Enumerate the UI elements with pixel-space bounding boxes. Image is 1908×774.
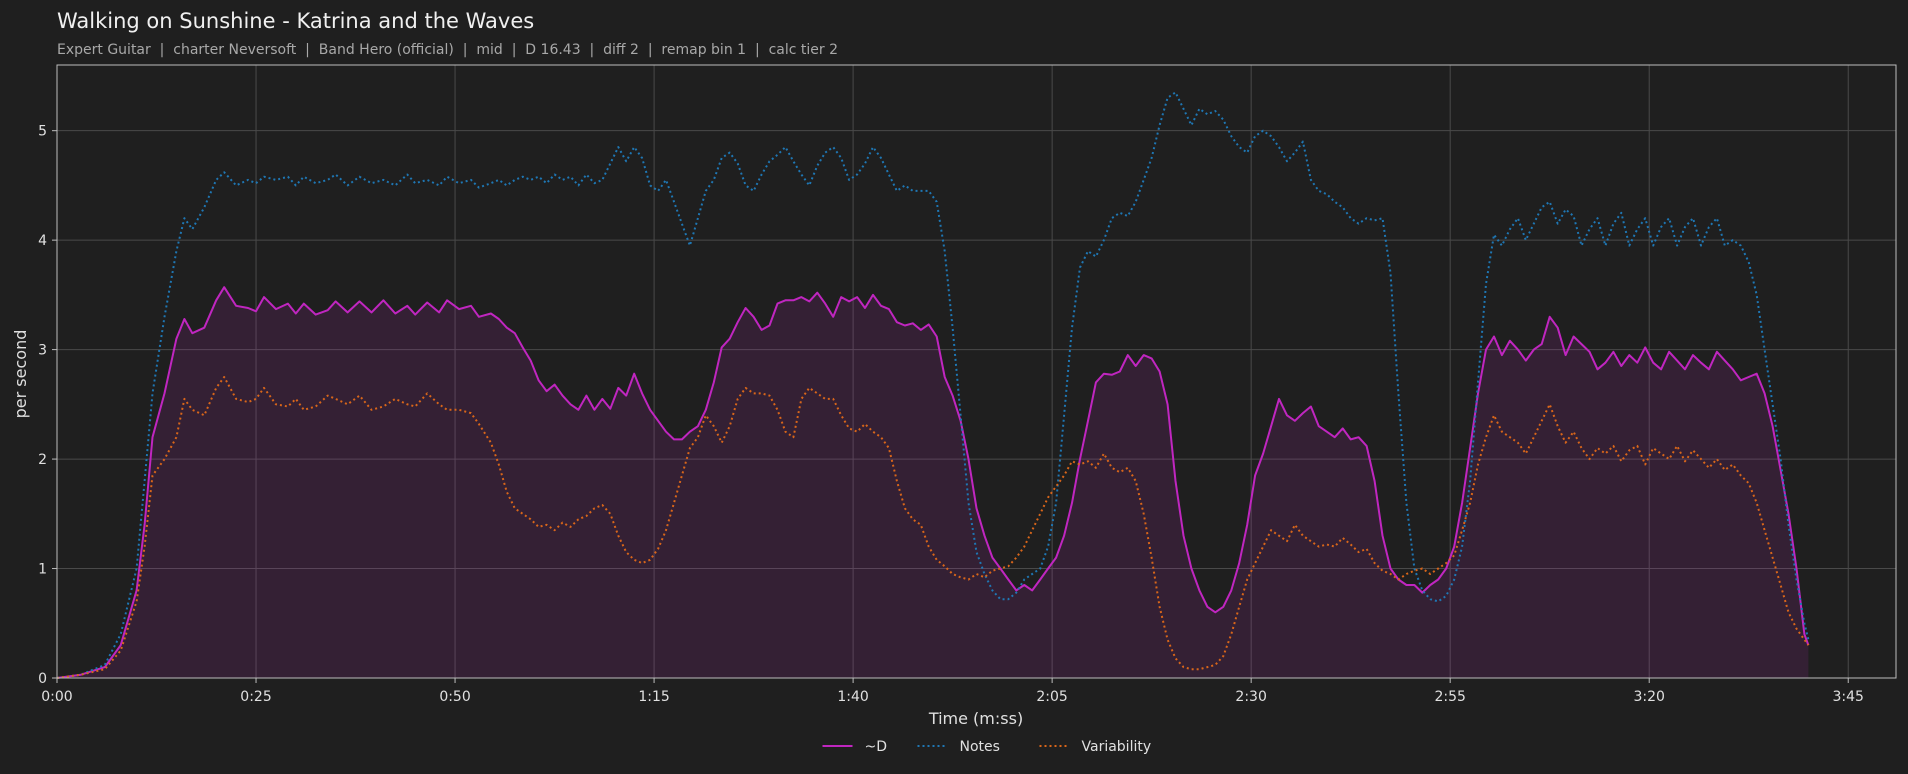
x-tick-label: 0:00: [41, 689, 72, 705]
y-tick-label: 5: [38, 124, 47, 140]
y-axis-ticks: 0 1 2 3 4 5: [38, 124, 57, 687]
y-tick-label: 4: [38, 233, 47, 249]
legend-item-variability: Variability: [1039, 739, 1152, 755]
legend-item-d: ~D: [822, 739, 888, 755]
series-line-layer: [56, 91, 1810, 679]
legend: ~D Notes Variability: [822, 739, 1152, 755]
legend-label: ~D: [865, 739, 888, 755]
x-tick-label: 0:50: [439, 689, 470, 705]
legend-label: Notes: [960, 739, 1000, 755]
legend-label: Variability: [1082, 739, 1152, 755]
x-tick-label: 1:40: [837, 689, 868, 705]
x-axis-ticks: 0:00 0:25 0:50 1:15 1:40 2:05 2:30 2:55 3:20 3:45: [41, 678, 1864, 705]
x-tick-label: 2:30: [1235, 689, 1266, 705]
y-tick-label: 2: [38, 452, 47, 468]
x-tick-label: 2:55: [1434, 689, 1465, 705]
x-tick-label: 0:25: [240, 689, 271, 705]
series-line-d: [56, 286, 1810, 679]
x-tick-label: 3:20: [1633, 689, 1664, 705]
chart-title: Walking on Sunshine - Katrina and the Wa…: [57, 9, 534, 33]
series-line-variability: [56, 376, 1810, 679]
x-tick-label: 1:15: [638, 689, 669, 705]
plot-frame: [56, 64, 1897, 679]
x-axis-label: Time (m:ss): [928, 709, 1023, 728]
y-tick-label: 3: [38, 343, 47, 359]
x-tick-label: 2:05: [1036, 689, 1067, 705]
series-fill-layer: [57, 287, 1809, 678]
y-tick-label: 1: [38, 562, 47, 578]
y-tick-label: 0: [38, 671, 47, 687]
x-tick-label: 3:45: [1833, 689, 1864, 705]
chart-subtitle: Expert Guitar | charter Neversoft | Band…: [57, 42, 838, 58]
series-fill-d: [57, 287, 1809, 678]
legend-item-notes: Notes: [917, 739, 1000, 755]
y-axis-label: per second: [11, 330, 30, 419]
